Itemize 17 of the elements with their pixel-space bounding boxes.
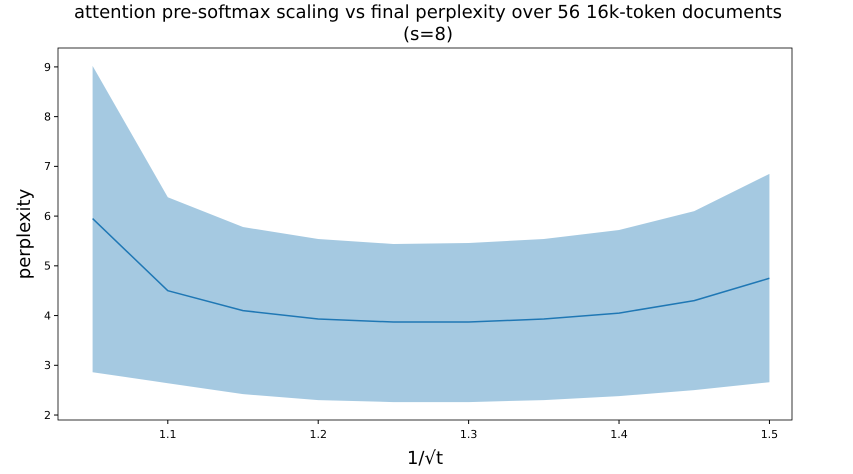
y-tick-label: 3 xyxy=(44,359,51,372)
x-tick-label: 1.3 xyxy=(460,428,478,441)
x-axis-title: 1/√t xyxy=(406,448,444,469)
y-tick-label: 7 xyxy=(44,160,51,174)
y-axis-title: perplexity xyxy=(14,188,35,280)
y-tick-label: 2 xyxy=(44,408,51,422)
y-tick-label: 6 xyxy=(44,210,51,223)
line-series xyxy=(92,218,770,323)
y-tick-label: 8 xyxy=(44,110,51,124)
y-tick-label: 5 xyxy=(44,260,51,273)
y-tick-label: 9 xyxy=(44,60,51,74)
chart-title: attention pre-softmax scaling vs final perplexity over 56 16k-token documents (s=8) xyxy=(74,2,782,45)
y-tick-label: 4 xyxy=(44,309,51,322)
x-tick-label: 1.2 xyxy=(309,428,327,441)
x-tick-label: 1.5 xyxy=(760,428,778,441)
x-tick-label: 1.4 xyxy=(610,428,628,441)
x-tick-label: 1.1 xyxy=(159,428,177,441)
